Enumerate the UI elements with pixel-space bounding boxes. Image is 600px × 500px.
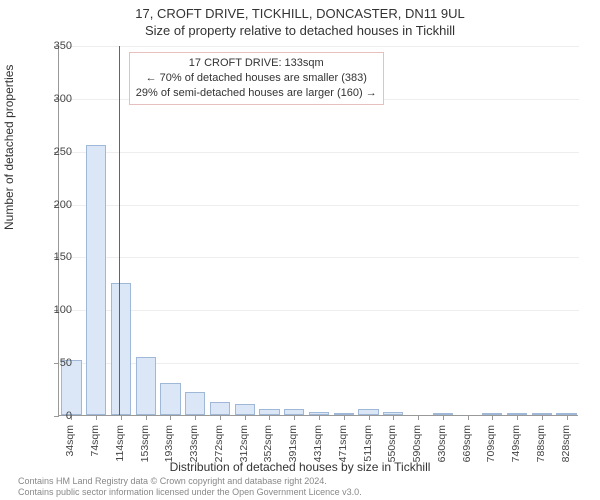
x-tick-mark (443, 415, 444, 420)
histogram-bar (235, 404, 255, 415)
x-tick-mark (542, 415, 543, 420)
footer-line-2: Contains public sector information licen… (18, 487, 362, 498)
x-tick-label: 749sqm (510, 425, 522, 475)
grid-line (59, 205, 579, 206)
x-tick-mark (294, 415, 295, 420)
x-tick-label: 34sqm (64, 425, 76, 475)
annotation-line: 29% of semi-detached houses are larger (… (136, 86, 377, 101)
annotation-line: ← 70% of detached houses are smaller (38… (136, 71, 377, 86)
footer-line-1: Contains HM Land Registry data © Crown c… (18, 476, 362, 487)
histogram-bar (136, 357, 156, 415)
y-axis-label: Number of detached properties (2, 65, 16, 230)
x-tick-mark (492, 415, 493, 420)
x-tick-mark (369, 415, 370, 420)
grid-line (59, 152, 579, 153)
x-tick-mark (121, 415, 122, 420)
chart-area: 17 CROFT DRIVE: 133sqm← 70% of detached … (58, 46, 578, 416)
x-tick-label: 153sqm (139, 425, 151, 475)
x-tick-mark (319, 415, 320, 420)
reference-line (119, 46, 120, 415)
x-tick-mark (468, 415, 469, 420)
footer-attribution: Contains HM Land Registry data © Crown c… (18, 476, 362, 498)
x-tick-label: 630sqm (436, 425, 448, 475)
x-tick-mark (344, 415, 345, 420)
x-tick-label: 272sqm (213, 425, 225, 475)
x-tick-label: 74sqm (89, 425, 101, 475)
x-tick-label: 788sqm (535, 425, 547, 475)
x-tick-mark (96, 415, 97, 420)
x-tick-label: 114sqm (114, 425, 126, 475)
histogram-bar (160, 383, 180, 415)
x-tick-label: 669sqm (461, 425, 473, 475)
x-tick-mark (245, 415, 246, 420)
x-tick-label: 550sqm (386, 425, 398, 475)
annotation-box: 17 CROFT DRIVE: 133sqm← 70% of detached … (129, 52, 384, 105)
x-tick-mark (517, 415, 518, 420)
x-tick-mark (170, 415, 171, 420)
y-tick-label: 50 (32, 357, 72, 369)
x-tick-mark (195, 415, 196, 420)
x-tick-mark (418, 415, 419, 420)
x-tick-label: 193sqm (163, 425, 175, 475)
y-tick-label: 0 (32, 410, 72, 422)
y-tick-label: 100 (32, 304, 72, 316)
grid-line (59, 46, 579, 47)
histogram-bar (86, 145, 106, 415)
x-tick-mark (567, 415, 568, 420)
x-tick-label: 511sqm (362, 425, 374, 475)
y-tick-label: 300 (32, 93, 72, 105)
x-tick-mark (393, 415, 394, 420)
chart-title-sub: Size of property relative to detached ho… (0, 21, 600, 38)
plot-region: 17 CROFT DRIVE: 133sqm← 70% of detached … (58, 46, 578, 416)
grid-line (59, 310, 579, 311)
x-tick-mark (220, 415, 221, 420)
x-tick-label: 828sqm (560, 425, 572, 475)
y-tick-label: 200 (32, 199, 72, 211)
x-tick-label: 590sqm (411, 425, 423, 475)
y-tick-label: 350 (32, 40, 72, 52)
x-tick-label: 709sqm (485, 425, 497, 475)
x-tick-mark (269, 415, 270, 420)
x-tick-label: 431sqm (312, 425, 324, 475)
x-tick-label: 391sqm (287, 425, 299, 475)
annotation-line: 17 CROFT DRIVE: 133sqm (136, 56, 377, 71)
histogram-bar (210, 402, 230, 415)
y-tick-label: 150 (32, 251, 72, 263)
x-tick-mark (146, 415, 147, 420)
chart-title-main: 17, CROFT DRIVE, TICKHILL, DONCASTER, DN… (0, 0, 600, 21)
x-tick-label: 352sqm (262, 425, 274, 475)
y-tick-label: 250 (32, 146, 72, 158)
x-tick-label: 471sqm (337, 425, 349, 475)
grid-line (59, 257, 579, 258)
x-tick-label: 233sqm (188, 425, 200, 475)
histogram-bar (111, 283, 131, 415)
histogram-bar (185, 392, 205, 415)
x-tick-label: 312sqm (238, 425, 250, 475)
